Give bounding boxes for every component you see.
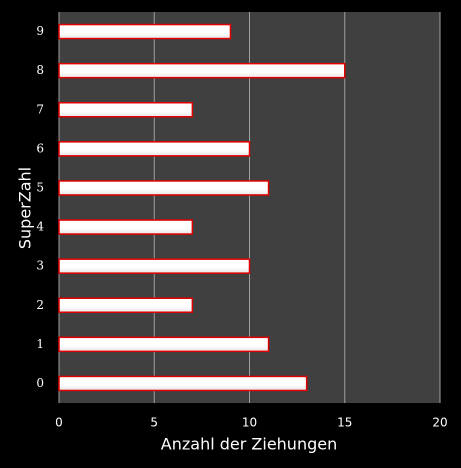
x-tick-label: 0: [55, 416, 63, 430]
y-tick-label: 4: [36, 220, 44, 234]
y-tick-label: 7: [36, 102, 44, 116]
y-tick-label: 1: [36, 337, 44, 351]
bar: [58, 219, 194, 235]
bar: [58, 375, 308, 392]
bar: [58, 297, 194, 313]
y-tick-label: 8: [36, 63, 44, 77]
bar: [58, 180, 270, 196]
bar: [58, 141, 251, 157]
x-tick-label: 5: [150, 416, 158, 430]
bar: [58, 102, 194, 118]
y-axis-label: SuperZahl: [16, 167, 35, 249]
y-tick-label: 6: [36, 141, 44, 155]
y-tick-label: 2: [36, 298, 44, 312]
bar: [58, 62, 346, 79]
bar: [58, 336, 270, 353]
bar: [58, 23, 232, 40]
y-tick-label: 5: [36, 180, 44, 194]
y-tick-label: 9: [36, 24, 44, 38]
x-tick-label: 15: [337, 416, 352, 430]
y-tick-label: 0: [36, 376, 44, 390]
x-tick-label: 10: [242, 416, 257, 430]
x-tick-label: 20: [432, 416, 447, 430]
y-tick-label: 3: [36, 259, 44, 273]
bar: [58, 258, 251, 274]
x-axis-label: Anzahl der Ziehungen: [161, 435, 337, 454]
